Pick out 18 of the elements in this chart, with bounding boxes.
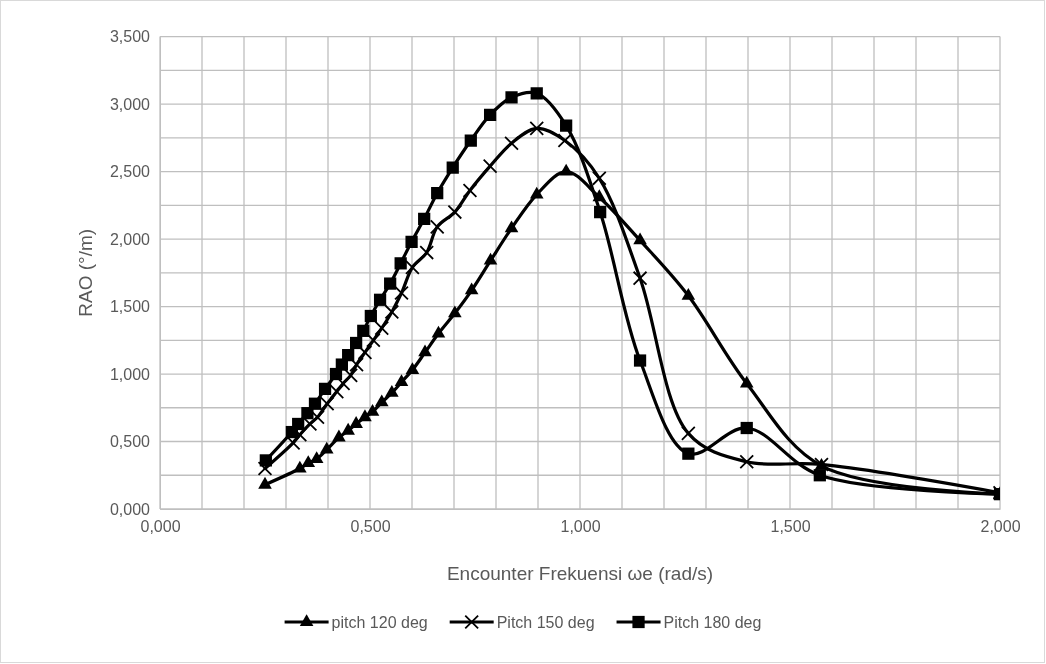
y-tick-label: 1,000 <box>109 365 151 383</box>
y-tick-label: 1,500 <box>109 298 151 316</box>
y-axis-title: RAO (°/m) <box>75 228 96 317</box>
legend-label: Pitch 180 deg <box>663 614 762 631</box>
y-tick-label: 0,500 <box>109 433 151 451</box>
y-tick-label: 3,000 <box>109 95 151 113</box>
x-tick-label: 2,000 <box>980 518 1021 536</box>
legend-label: pitch 120 deg <box>331 614 428 631</box>
y-tick-label: 3,500 <box>109 28 151 46</box>
x-tick-label: 1,000 <box>560 518 601 536</box>
y-tick-label: 2,500 <box>109 163 151 181</box>
x-axis-title: Encounter Frekuensi ωe (rad/s) <box>446 563 714 584</box>
x-tick-label: 1,500 <box>770 518 811 536</box>
legend-label: Pitch 150 deg <box>496 614 595 631</box>
x-tick-label: 0,000 <box>140 518 181 536</box>
x-tick-label: 0,500 <box>350 518 391 536</box>
y-tick-label: 2,000 <box>109 230 151 248</box>
y-tick-label: 0,000 <box>109 500 151 518</box>
